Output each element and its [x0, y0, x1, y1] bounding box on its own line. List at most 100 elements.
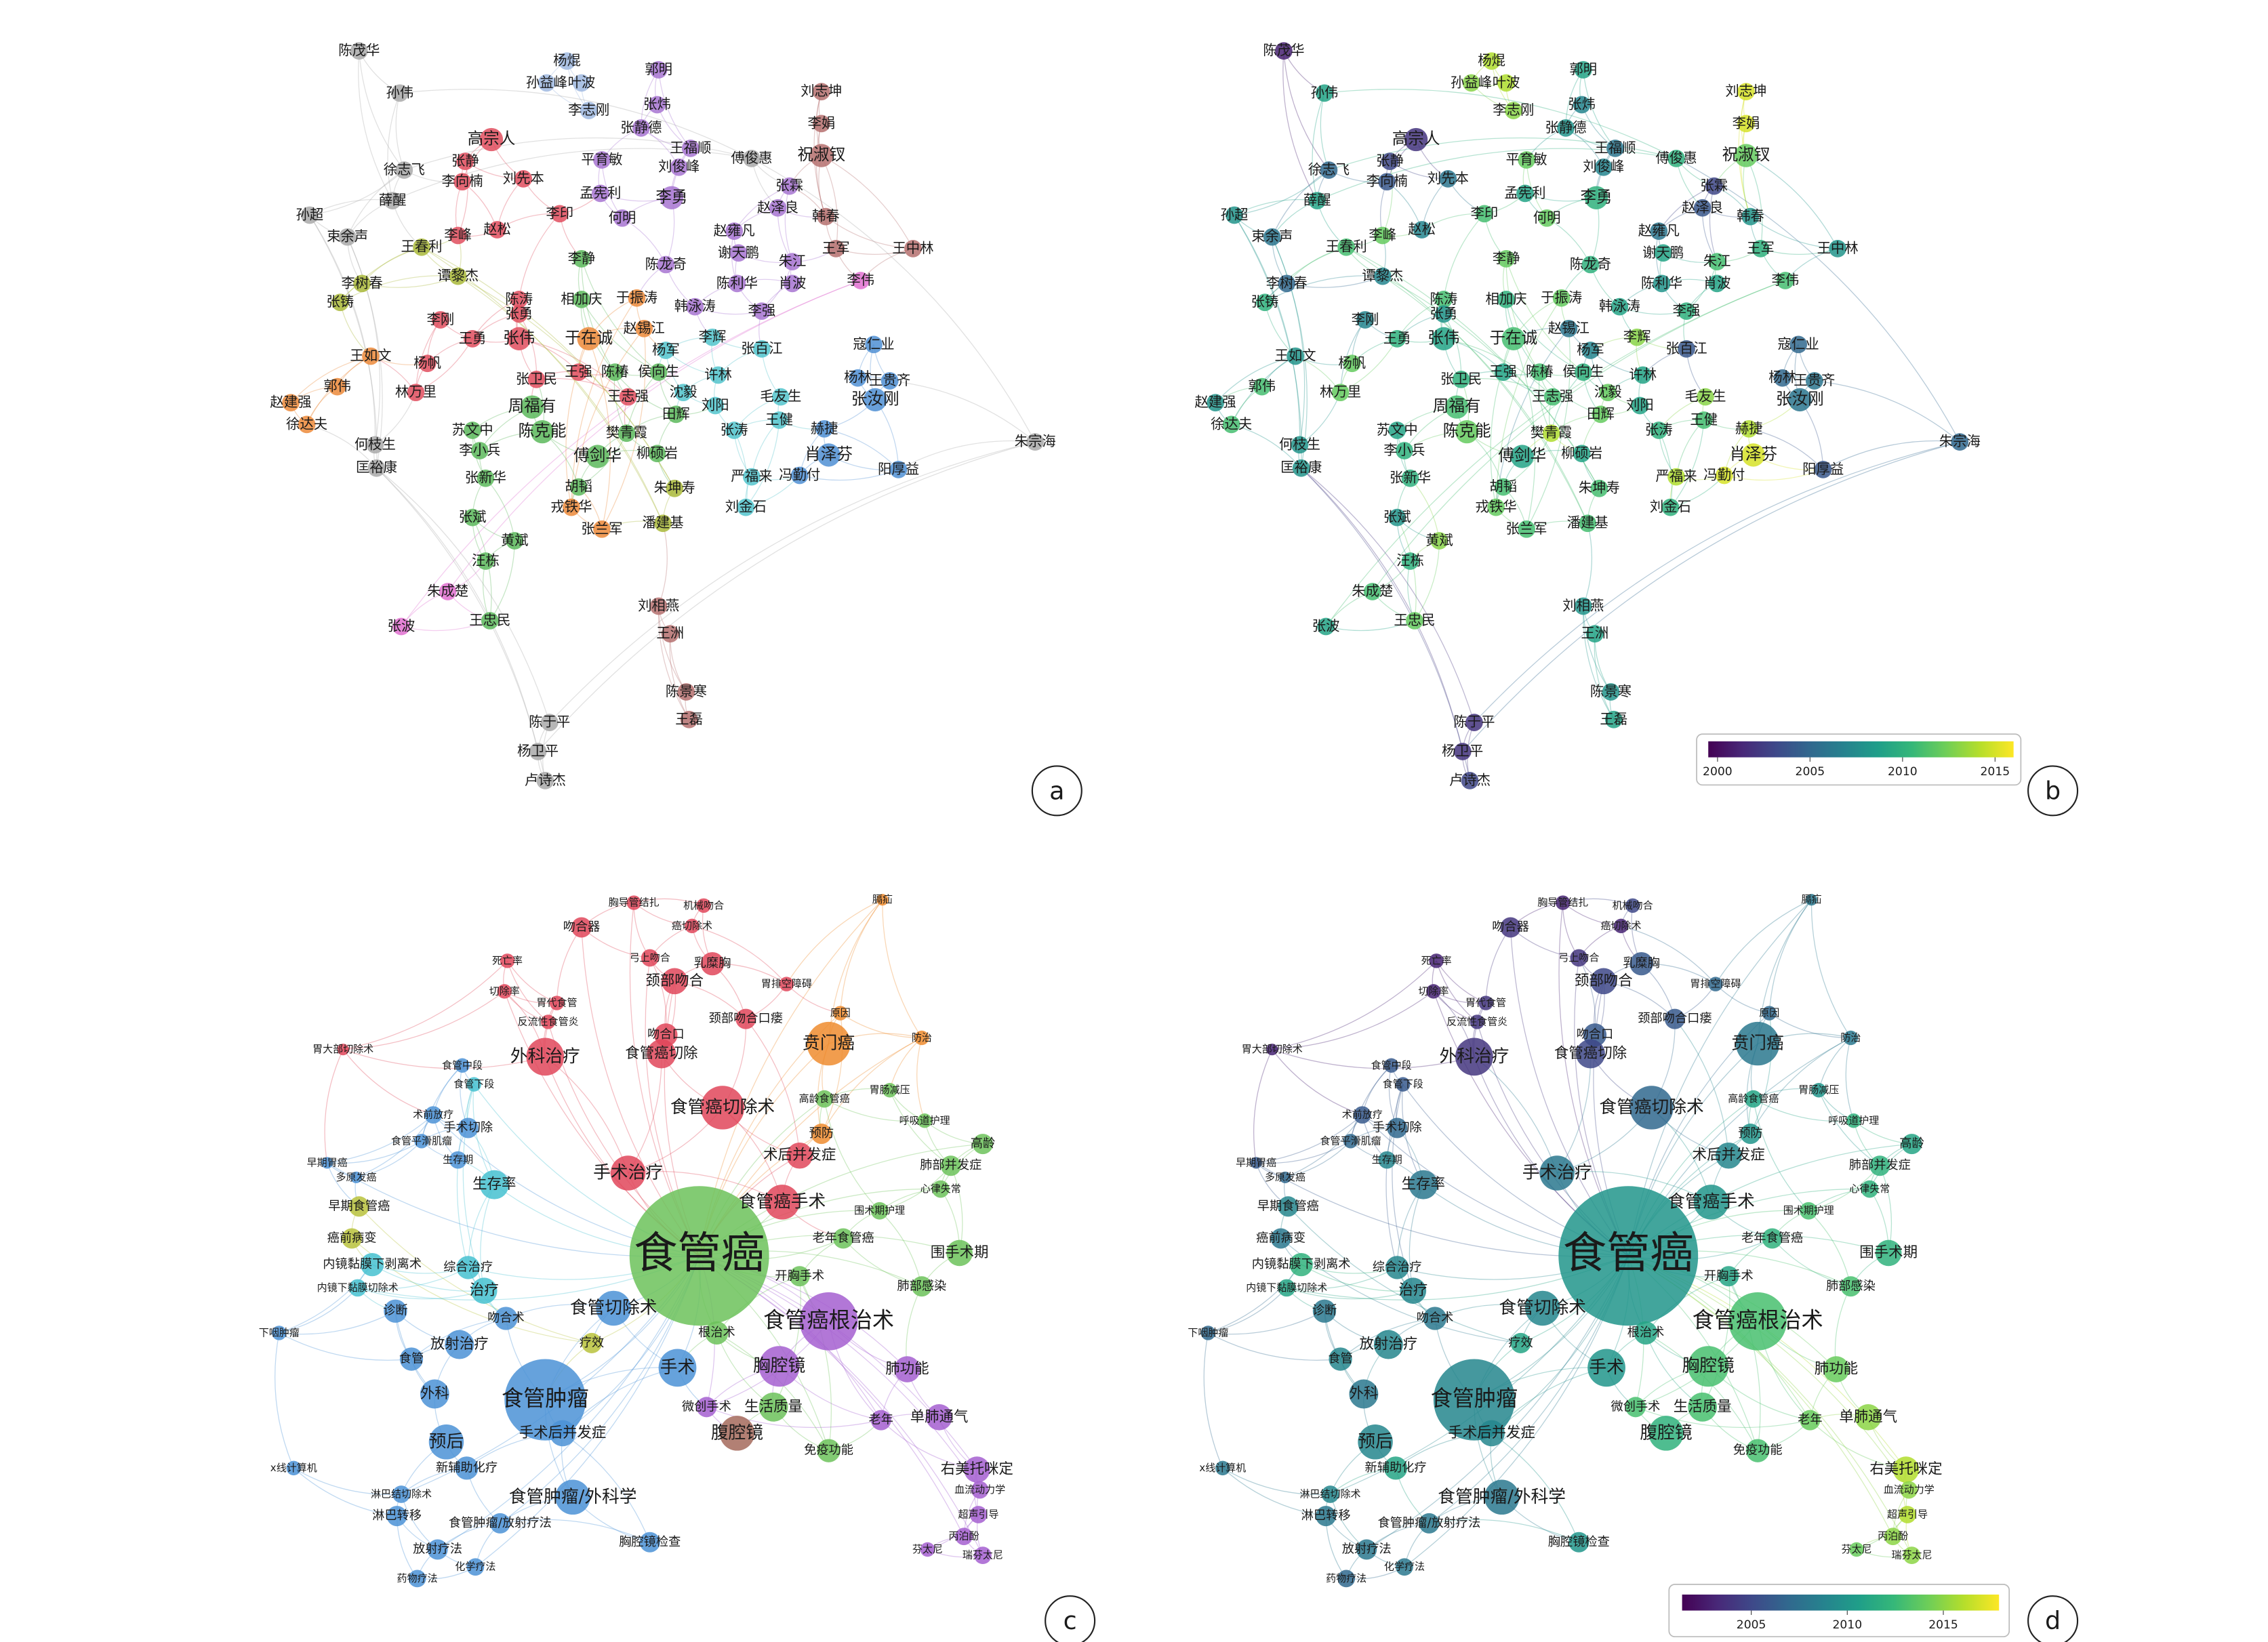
edge: [1491, 1433, 1579, 1543]
node-label: 侯向生: [638, 363, 679, 379]
node: [657, 255, 675, 274]
node: [1735, 1021, 1780, 1066]
node: [790, 466, 809, 485]
node: [1396, 1558, 1413, 1576]
node: [507, 327, 531, 350]
edge: [1728, 1275, 1761, 1451]
edge: [1818, 1090, 1880, 1166]
node: [728, 274, 746, 293]
node-label: 反流性食管炎: [1446, 1015, 1507, 1027]
node: [811, 1124, 832, 1145]
node: [649, 597, 668, 615]
edge: [786, 899, 883, 985]
node-label: 食管癌根治术: [1693, 1307, 1823, 1333]
node-label: 肖波: [1703, 274, 1731, 291]
panel-badge: [2027, 765, 2079, 817]
node-label: 胃代食管: [536, 997, 577, 1009]
node-label: 高龄食管癌: [799, 1092, 850, 1105]
node: [1846, 1113, 1861, 1128]
node-label: 外科: [420, 1385, 449, 1402]
edge: [1823, 440, 1960, 470]
node: [1516, 184, 1534, 203]
node: [1573, 445, 1591, 463]
edge: [1768, 1012, 1851, 1039]
node-label: 内镜黏膜下剥离术: [1252, 1257, 1351, 1271]
node: [1433, 1359, 1515, 1441]
edge: [1208, 1332, 1341, 1361]
node: [753, 340, 771, 358]
node-label: 孙超: [296, 207, 323, 223]
node: [362, 347, 380, 365]
edge: [1436, 960, 1478, 1023]
node: [1510, 445, 1534, 468]
node: [1337, 238, 1356, 256]
node: [635, 319, 653, 337]
edge: [358, 51, 393, 201]
edge: [1272, 991, 1434, 1050]
node-label: 陈椿: [601, 363, 629, 379]
node-label: 淋巴转移: [1301, 1508, 1351, 1523]
node-label: 呼吸道护理: [1828, 1114, 1879, 1126]
node-label: 吻合口: [1577, 1027, 1614, 1042]
node: [489, 1513, 510, 1534]
node-label: 瑞芬太尼: [963, 1549, 1003, 1561]
node: [1381, 152, 1399, 171]
node: [1423, 1307, 1447, 1330]
edge: [549, 441, 1036, 723]
node-label: 王军: [822, 240, 850, 256]
node-label: 王贵齐: [1794, 372, 1835, 388]
node: [1900, 1481, 1918, 1499]
node-label: 胸腔镜: [1682, 1356, 1735, 1376]
node: [1497, 249, 1515, 268]
node-label: 吻合术: [487, 1311, 525, 1325]
node-label: 血流动力学: [954, 1483, 1005, 1496]
node: [1542, 424, 1560, 443]
node: [1363, 583, 1381, 600]
node-label: 胸导管结扎: [1537, 897, 1588, 909]
node: [1263, 228, 1281, 246]
node: [591, 184, 609, 203]
node: [1383, 1058, 1399, 1073]
node: [1331, 384, 1350, 402]
node: [577, 327, 601, 350]
edge: [1287, 1287, 1413, 1300]
node: [1574, 363, 1592, 382]
node-label: 食管: [1328, 1352, 1352, 1366]
node: [1373, 1330, 1403, 1359]
node: [1329, 1347, 1352, 1371]
node-label: 王春利: [1326, 239, 1367, 255]
node: [580, 102, 598, 119]
node: [719, 1416, 755, 1451]
node: [706, 396, 725, 415]
node-label: 食管下段: [1383, 1078, 1423, 1090]
node: [1200, 1326, 1216, 1340]
node: [1708, 977, 1723, 991]
node-label: 李伟: [1772, 272, 1800, 288]
node: [445, 1330, 474, 1359]
node-label: 微创手术: [682, 1399, 731, 1414]
node-label: 癌切除术: [672, 920, 712, 932]
node: [705, 1321, 729, 1345]
edge: [556, 927, 582, 1004]
node-label: 高宗人: [468, 129, 516, 148]
node-label: 苏文中: [1377, 422, 1418, 438]
node-label: 超声引导: [958, 1508, 998, 1521]
node: [758, 1392, 788, 1422]
node-label: 陈茂华: [338, 42, 380, 58]
edge: [1264, 247, 1347, 303]
node-label: 陈利华: [1641, 274, 1682, 291]
node-label: 韩春: [1737, 208, 1764, 224]
node: [1590, 479, 1608, 497]
node: [1855, 1404, 1882, 1431]
node: [1383, 1456, 1408, 1480]
node: [1316, 84, 1333, 102]
node-label: 许林: [1629, 366, 1657, 382]
node: [1604, 710, 1623, 728]
node-label: 林万里: [395, 384, 437, 400]
node: [1625, 898, 1640, 914]
node-label: 李志刚: [568, 102, 609, 118]
node: [477, 469, 495, 487]
edge: [279, 1311, 396, 1335]
edge: [1215, 355, 1296, 403]
node-label: 刘志坤: [801, 83, 842, 99]
